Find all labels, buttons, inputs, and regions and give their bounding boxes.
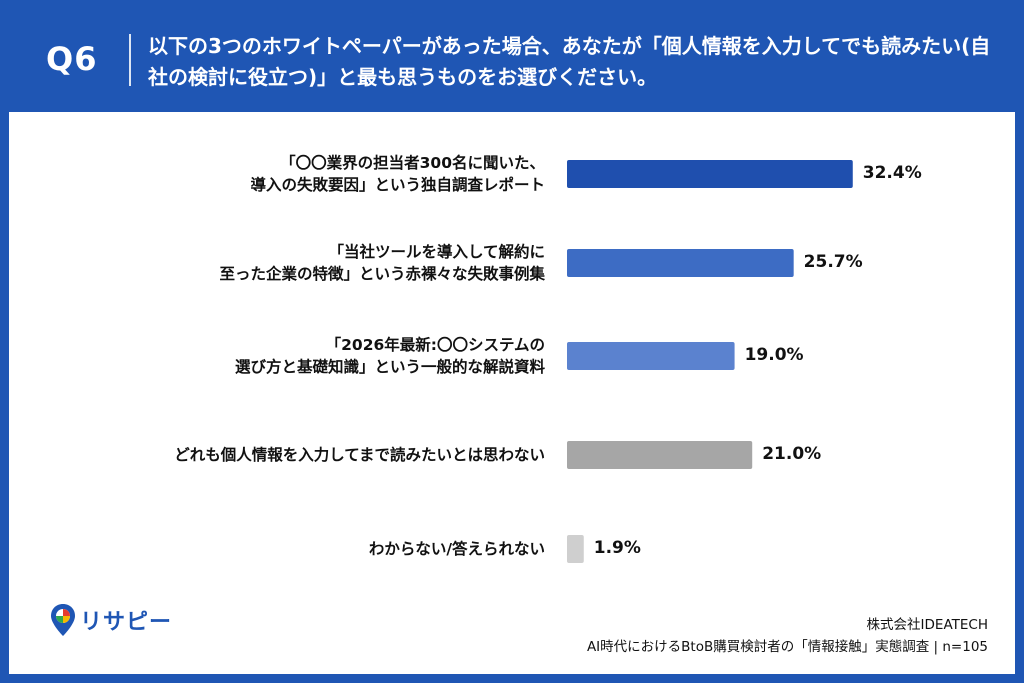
category-label-line: 「2026年最新:〇〇システムの (325, 336, 545, 354)
chart-panel: 32.4% 「〇〇業界の担当者300名に聞いた、導入の失敗要因」という独自調査レポ… (9, 112, 1015, 674)
header-divider (129, 34, 131, 86)
bar-5 (567, 535, 584, 563)
value-label-1: 32.4% (862, 163, 922, 183)
value-label-3: 19.0% (744, 345, 804, 365)
question-text: 以下の3つのホワイトペーパーがあった場合、あなたが「個人情報を入力してでも読みた… (148, 34, 991, 89)
bar-1 (567, 160, 853, 188)
value-label-4: 21.0% (762, 444, 822, 464)
category-label-line: 選び方と基礎知識」という一般的な解説資料 (234, 358, 545, 376)
category-label-3: 「2026年最新:〇〇システムの選び方と基礎知識」という一般的な解説資料 (125, 334, 545, 378)
header: Q6 以下の3つのホワイトペーパーがあった場合、あなたが「個人情報を入力してでも… (0, 0, 1024, 112)
survey-name: AI時代におけるBtoB購買検討者の「情報接触」実態調査 | n=105 (586, 639, 988, 655)
category-label-line: わからない/答えられない (368, 540, 545, 558)
category-label-4: どれも個人情報を入力してまで読みたいとは思わない (125, 444, 545, 466)
category-label-line: 「〇〇業界の担当者300名に聞いた、 (280, 154, 545, 172)
risapy-logo: リサピー (50, 602, 172, 638)
bar-chart (567, 160, 853, 563)
bar-3 (567, 342, 735, 370)
pin-logo-icon (51, 604, 75, 636)
value-label-5: 1.9% (593, 538, 641, 558)
category-label-line: 導入の失敗要因」という独自調査レポート (250, 176, 545, 194)
category-label-line: 「当社ツールを導入して解約に (328, 243, 545, 261)
category-label-line: 至った企業の特徴」という赤裸々な失敗事例集 (219, 265, 545, 283)
bar-2 (567, 249, 794, 277)
category-label-line: どれも個人情報を入力してまで読みたいとは思わない (174, 446, 545, 464)
company-name: 株式会社IDEATECH (866, 617, 988, 633)
category-label-5: わからない/答えられない (125, 538, 545, 560)
category-label-1: 「〇〇業界の担当者300名に聞いた、導入の失敗要因」という独自調査レポート (125, 152, 545, 196)
category-label-2: 「当社ツールを導入して解約に至った企業の特徴」という赤裸々な失敗事例集 (125, 241, 545, 285)
value-label-2: 25.7% (803, 252, 863, 272)
source-note: 株式会社IDEATECH AI時代におけるBtoB購買検討者の「情報接触」実態調… (587, 614, 988, 658)
logo-text: リサピー (80, 610, 173, 635)
question-label: Q6 (46, 40, 98, 78)
bar-4 (567, 441, 753, 469)
